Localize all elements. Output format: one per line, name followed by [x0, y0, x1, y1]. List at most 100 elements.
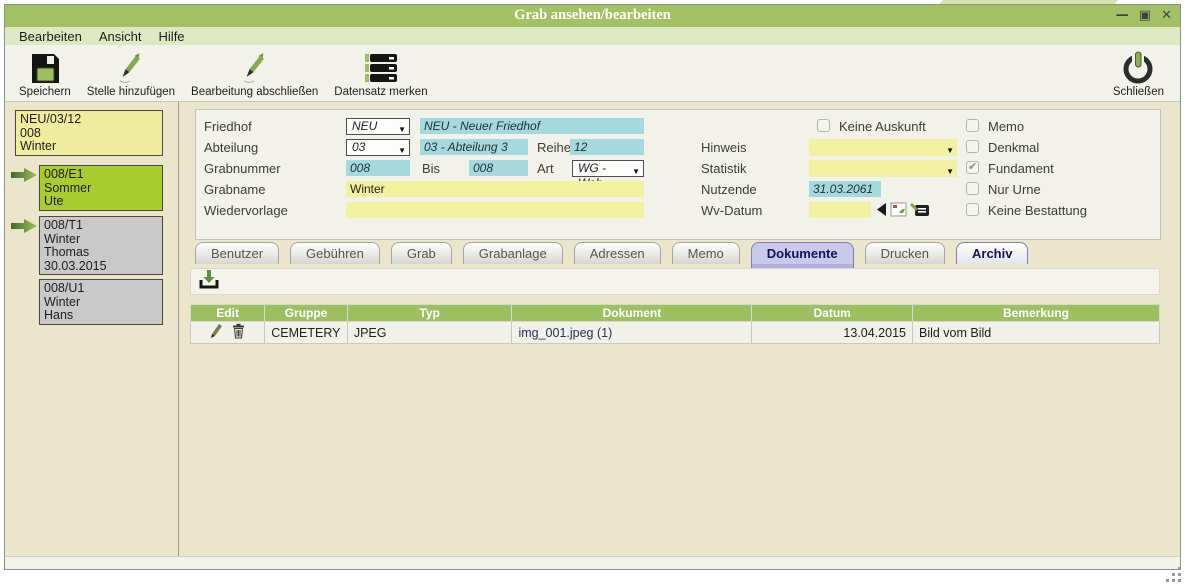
- sidebar-grave-008-u1[interactable]: 008/U1 Winter Hans: [39, 279, 163, 325]
- nur-urne-checkbox[interactable]: [966, 182, 979, 195]
- close-icon[interactable]: ✕: [1161, 8, 1172, 23]
- tab-dokumente[interactable]: Dokumente: [750, 242, 854, 269]
- nutzende-field: 31.03.2061: [809, 181, 881, 197]
- back-arrow-icon[interactable]: [876, 202, 887, 222]
- menubar: Bearbeiten Ansicht Hilfe: [5, 27, 1180, 45]
- documents-toolbar: [190, 268, 1160, 295]
- notes-pen-icon[interactable]: [910, 201, 930, 222]
- tab-grab[interactable]: Grab: [390, 242, 452, 264]
- abteilung-select[interactable]: 03 ▼: [346, 139, 410, 156]
- power-icon: [1120, 49, 1156, 85]
- col-typ: Typ: [346, 304, 513, 322]
- cell-typ: JPEG: [346, 321, 513, 344]
- pen-icon: [238, 49, 272, 85]
- cell-datum: 13.04.2015: [751, 321, 913, 344]
- server-stack-icon: [362, 49, 400, 85]
- chevron-down-icon: ▼: [946, 167, 954, 176]
- chevron-down-icon: ▼: [632, 167, 640, 176]
- grave-form: Friedhof NEU ▼ NEU - Neuer Friedhof Keine…: [195, 109, 1161, 240]
- tab-benutzer[interactable]: Benutzer: [195, 242, 280, 264]
- import-document-icon[interactable]: [198, 269, 220, 295]
- bis-label: Bis: [422, 161, 441, 176]
- cell-gruppe: CEMETERY: [264, 321, 348, 344]
- close-app-button[interactable]: Schließen: [1113, 49, 1164, 98]
- documents-header-row: Edit Gruppe Typ Dokument Datum Bemerkung: [189, 304, 1161, 322]
- abteilung-name-field: 03 - Abteilung 3: [420, 139, 528, 155]
- cell-bemerkung: Bild vom Bild: [911, 321, 1161, 344]
- add-site-button[interactable]: Stelle hinzufügen: [87, 49, 175, 98]
- tab-adressen[interactable]: Adressen: [573, 242, 661, 264]
- maximize-icon[interactable]: ▣: [1138, 8, 1152, 23]
- reihe-field: 12: [570, 139, 644, 155]
- tab-bar: Benutzer Gebühren Grab Grabanlage Adress…: [195, 242, 1039, 269]
- green-arrow-icon: [11, 219, 37, 237]
- friedhof-name-field: NEU - Neuer Friedhof: [420, 118, 644, 134]
- green-arrow-icon: [11, 168, 37, 186]
- tab-grabanlage[interactable]: Grabanlage: [462, 242, 563, 264]
- friedhof-select[interactable]: NEU ▼: [346, 118, 410, 135]
- wv-datum-label: Wv-Datum: [701, 203, 763, 218]
- nutzende-label: Nutzende: [701, 182, 757, 197]
- tab-archiv[interactable]: Archiv: [956, 242, 1029, 264]
- grabnummer-label: Grabnummer: [204, 161, 281, 176]
- titlebar: Grab ansehen/bearbeiten — ▣ ✕: [5, 5, 1180, 27]
- wiedervorlage-label: Wiedervorlage: [204, 203, 288, 218]
- art-label: Art: [537, 161, 554, 176]
- keine-bestattung-checkbox[interactable]: [966, 203, 979, 216]
- memo-checkbox[interactable]: [966, 119, 979, 132]
- chevron-down-icon: ▼: [946, 146, 954, 155]
- art-select[interactable]: WG - Wah▼: [572, 160, 644, 190]
- remember-record-button[interactable]: Datensatz merken: [334, 49, 428, 98]
- reihe-label: Reihe: [537, 140, 571, 155]
- save-button[interactable]: Speichern: [19, 49, 71, 98]
- documents-table: Edit Gruppe Typ Dokument Datum Bemerkung: [189, 304, 1161, 344]
- statistik-dropdown[interactable]: ▼: [809, 160, 957, 177]
- floppy-disk-icon: [28, 49, 62, 85]
- fundament-checkbox[interactable]: [966, 160, 979, 174]
- bis-field: 008: [469, 160, 528, 176]
- col-datum: Datum: [751, 304, 913, 322]
- col-dokument: Dokument: [511, 304, 753, 322]
- table-row: CEMETERY JPEG img_001.jpeg (1) 13.04.201…: [189, 321, 1161, 344]
- grave-sidebar: NEU/03/12 008 Winter 008/E1 Sommer: [5, 102, 179, 556]
- statistik-label: Statistik: [701, 161, 747, 176]
- cell-dokument-link[interactable]: img_001.jpeg (1): [511, 321, 753, 344]
- sidebar-grave-008-t1[interactable]: 008/T1 Winter Thomas 30.03.2015: [11, 216, 163, 275]
- hinweis-dropdown[interactable]: ▼: [809, 139, 957, 156]
- wv-datum-field[interactable]: [809, 202, 871, 218]
- abteilung-label: Abteilung: [204, 140, 259, 155]
- tab-memo[interactable]: Memo: [671, 242, 740, 264]
- menu-hilfe[interactable]: Hilfe: [158, 28, 185, 44]
- window-title: Grab ansehen/bearbeiten: [514, 7, 671, 23]
- edit-pen-icon[interactable]: [210, 324, 226, 342]
- grabnummer-field: 008: [346, 160, 410, 176]
- minimize-icon[interactable]: —: [1115, 8, 1129, 23]
- calendar-icon[interactable]: [890, 201, 907, 222]
- chevron-down-icon: ▼: [398, 125, 406, 134]
- menu-ansicht[interactable]: Ansicht: [98, 28, 142, 44]
- menu-bearbeiten[interactable]: Bearbeiten: [19, 28, 82, 44]
- toolbar: Speichern Stelle hinzufügen: [5, 45, 1180, 102]
- denkmal-checkbox[interactable]: [966, 140, 979, 153]
- keine-auskunft-checkbox[interactable]: [817, 119, 830, 132]
- col-edit: Edit: [189, 304, 266, 322]
- tab-drucken[interactable]: Drucken: [864, 242, 945, 264]
- app-window: Grab ansehen/bearbeiten — ▣ ✕ Bearbeiten…: [4, 4, 1181, 570]
- main-area: NEU/03/12 008 Winter 008/E1 Sommer: [5, 102, 1180, 556]
- sidebar-grave-main[interactable]: NEU/03/12 008 Winter: [15, 110, 163, 156]
- wiedervorlage-field[interactable]: [346, 202, 644, 218]
- pen-icon: [114, 49, 148, 85]
- friedhof-label: Friedhof: [204, 119, 252, 134]
- status-strip: [5, 556, 1180, 569]
- hinweis-label: Hinweis: [701, 140, 747, 155]
- grabname-field[interactable]: Winter: [346, 181, 644, 197]
- chevron-down-icon: ▼: [398, 146, 406, 155]
- resize-grip-icon[interactable]: [1165, 566, 1181, 582]
- finish-editing-button[interactable]: Bearbeitung abschließen: [191, 49, 318, 98]
- trash-icon[interactable]: [232, 323, 245, 342]
- col-gruppe: Gruppe: [264, 304, 348, 322]
- sidebar-grave-008-e1[interactable]: 008/E1 Sommer Ute: [11, 165, 163, 211]
- tab-gebuehren[interactable]: Gebühren: [290, 242, 380, 264]
- grabname-label: Grabname: [204, 182, 266, 197]
- col-bemerkung: Bemerkung: [911, 304, 1161, 322]
